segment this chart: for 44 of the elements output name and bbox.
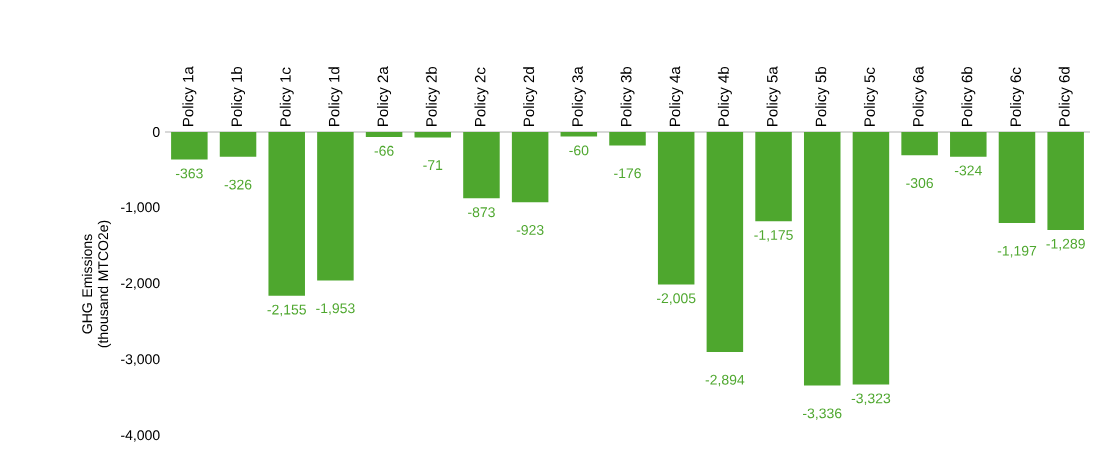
x-tick-label: Policy 4b: [717, 66, 732, 126]
x-tick-label: Policy 6c: [1009, 67, 1024, 126]
y-tick-label: 0: [152, 127, 160, 137]
x-tick-label: Policy 1d: [328, 67, 343, 126]
data-label: -1,197: [997, 245, 1037, 258]
data-label: -3,336: [803, 408, 842, 420]
data-label: -66: [374, 145, 394, 156]
x-tick-label: Policy 6a: [912, 66, 927, 126]
data-label: -923: [516, 225, 544, 235]
data-label: -1,289: [1046, 238, 1085, 251]
x-tick-label: Policy 5c: [863, 67, 878, 126]
y-tick-label: -2,000: [121, 278, 160, 290]
y-tick-label: -1,000: [121, 202, 160, 214]
x-tick-label: Policy 2d: [523, 67, 538, 126]
data-label: -60: [569, 145, 589, 156]
data-label: -324: [954, 165, 982, 176]
x-tick-label: Policy 5b: [815, 66, 830, 126]
x-tick-label: Policy 1c: [279, 67, 294, 126]
data-label: -1,175: [754, 230, 793, 242]
data-label: -3,323: [851, 393, 891, 405]
x-tick-label: Policy 6d: [1058, 67, 1073, 126]
data-label: -2,894: [705, 374, 745, 387]
y-tick-label: -4,000: [121, 430, 160, 442]
x-tick-label: Policy 1a: [182, 66, 197, 126]
data-label: -176: [614, 168, 641, 179]
x-tick-label: Policy 3b: [620, 66, 635, 126]
data-label: -306: [906, 178, 933, 189]
data-label: -1,953: [316, 303, 355, 315]
x-tick-label: Policy 2b: [425, 66, 440, 126]
data-label: -326: [224, 179, 252, 190]
data-label: -71: [423, 160, 443, 170]
x-tick-label: Policy 4a: [669, 66, 684, 126]
data-label: -2,005: [656, 293, 696, 305]
data-label: -2,155: [267, 304, 306, 317]
x-tick-label: Policy 2c: [474, 67, 489, 126]
x-tick-label: Policy 6b: [961, 66, 976, 126]
x-tick-label: Policy 1b: [231, 66, 246, 126]
data-label: -873: [468, 207, 495, 218]
data-label: -363: [175, 168, 203, 179]
x-tick-label: Policy 3a: [571, 66, 586, 126]
y-tick-label: -3,000: [121, 354, 160, 366]
x-tick-label: Policy 5a: [766, 66, 781, 126]
y-axis-title: GHG Emissions (thousand MTCO2e): [81, 220, 111, 348]
x-tick-label: Policy 2a: [377, 66, 392, 126]
